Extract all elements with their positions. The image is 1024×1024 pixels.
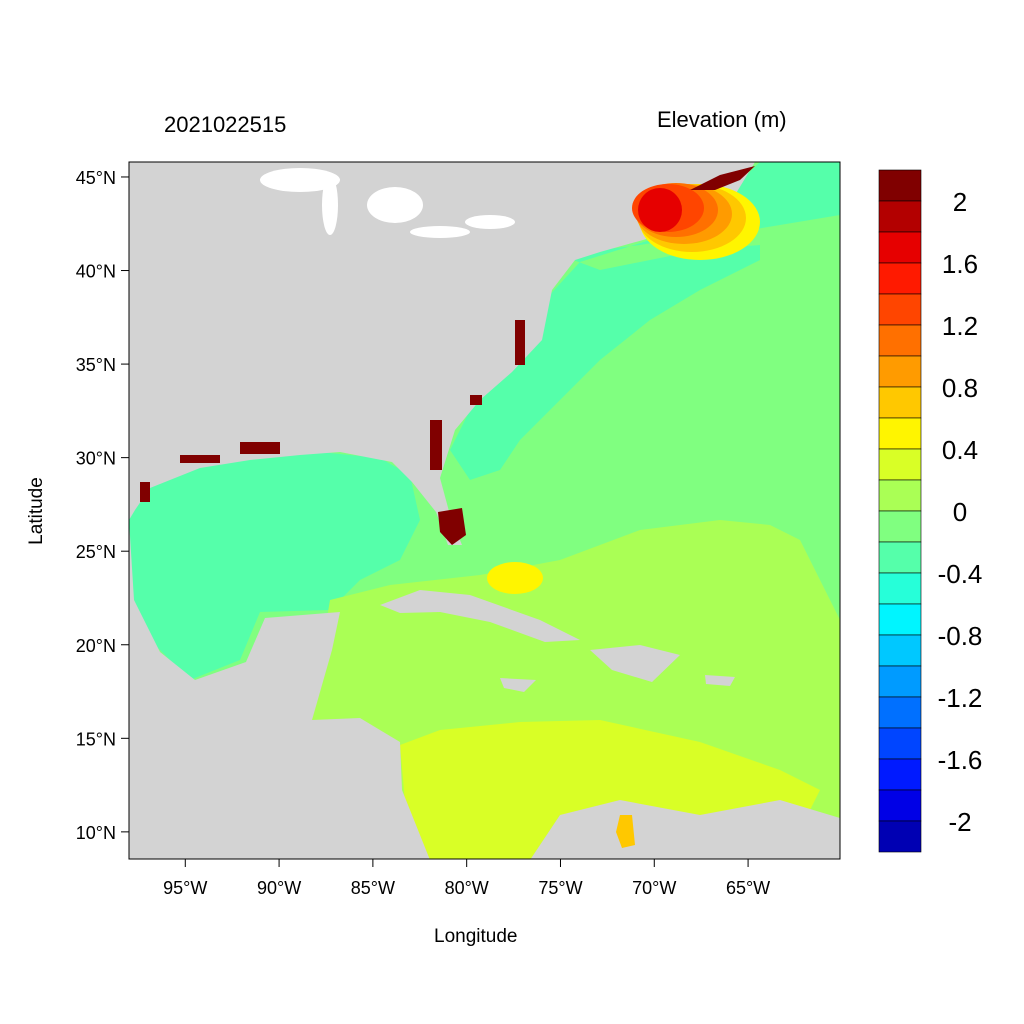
y-axis-label: Latitude	[26, 477, 47, 545]
colorbar-bin	[878, 727, 922, 760]
colorbar-bin	[878, 231, 922, 264]
colorbar-bin	[878, 820, 922, 853]
colorbar-bin	[878, 169, 922, 202]
south-america-land	[530, 800, 840, 859]
map-plot-area	[129, 162, 840, 859]
colorbar-label: 1.6	[942, 249, 978, 279]
cuba-land	[380, 590, 580, 642]
lon-tick-label: 65°W	[726, 878, 770, 898]
colorbar-bin	[878, 572, 922, 605]
great-lakes	[260, 168, 515, 238]
lat-tick-label: 45°N	[76, 168, 116, 188]
colorbar-bin	[878, 448, 922, 481]
colorbar-bin	[878, 324, 922, 357]
northeast-surge-contours	[632, 166, 760, 260]
colorbar-label: 0	[953, 497, 967, 527]
timestamp-title: 2021022515	[164, 112, 287, 137]
lon-tick-label: 80°W	[445, 878, 489, 898]
maracaibo-lake	[616, 815, 635, 848]
colorbar-bin	[878, 355, 922, 388]
colorbar-bin	[878, 262, 922, 295]
variable-title: Elevation (m)	[657, 107, 787, 132]
colorbar-label: -2	[948, 807, 971, 837]
colorbar-bin	[878, 510, 922, 543]
lon-tick-label: 75°W	[538, 878, 582, 898]
mexico-central-america-land	[129, 520, 430, 859]
lat-tick-label: 10°N	[76, 823, 116, 843]
colorbar-bin	[878, 603, 922, 636]
colorbar-label: 0.4	[942, 435, 978, 465]
plot-frame	[128, 161, 841, 860]
colorbar-bin	[878, 417, 922, 450]
lat-tick-label: 15°N	[76, 729, 116, 749]
lon-tick-label: 95°W	[163, 878, 207, 898]
colorbar: 2 1.6 1.2 0.8 0.4 0 -0.4 -0.8 -1.2 -1.6 -2	[878, 169, 983, 853]
florida-surge	[438, 508, 466, 545]
axis-ticks: 95°W 90°W 85°W 80°W 75°W 70°W 65°W 45°N 40°N 35°N…	[76, 168, 770, 898]
colorbar-bin	[878, 293, 922, 326]
colorbar-bin	[878, 696, 922, 729]
lat-tick-label: 30°N	[76, 449, 116, 469]
jamaica-land	[500, 678, 536, 692]
north-america-land	[129, 162, 755, 545]
colorbar-bin	[878, 758, 922, 791]
gulf-water	[129, 450, 420, 680]
puerto-rico-land	[705, 675, 735, 686]
lat-tick-label: 35°N	[76, 355, 116, 375]
colorbar-bin	[878, 479, 922, 512]
colorbar-label: 1.2	[942, 311, 978, 341]
colorbar-label: 0.8	[942, 373, 978, 403]
colorbar-label: 2	[953, 187, 967, 217]
colorbar-bin	[878, 634, 922, 667]
colorbar-bin	[878, 665, 922, 698]
x-axis-label: Longitude	[434, 926, 518, 947]
colorbar-bin	[878, 386, 922, 419]
colorbar-label: -0.4	[938, 559, 983, 589]
colorbar-bin	[878, 541, 922, 574]
colorbar-label: -1.6	[938, 745, 983, 775]
coastal-surge-speckles	[140, 320, 525, 502]
lon-tick-label: 70°W	[632, 878, 676, 898]
colorbar-bin	[878, 200, 922, 233]
lat-tick-label: 40°N	[76, 262, 116, 282]
atlantic-nearshore-teal	[450, 162, 840, 480]
lat-tick-label: 25°N	[76, 542, 116, 562]
bahamas-high-water	[487, 562, 543, 594]
lon-tick-label: 85°W	[351, 878, 395, 898]
lon-tick-label: 90°W	[257, 878, 301, 898]
lat-tick-label: 20°N	[76, 636, 116, 656]
colorbar-label: -1.2	[938, 683, 983, 713]
hispaniola-land	[590, 645, 680, 682]
colorbar-bin	[878, 789, 922, 822]
colorbar-label: -0.8	[938, 621, 983, 651]
